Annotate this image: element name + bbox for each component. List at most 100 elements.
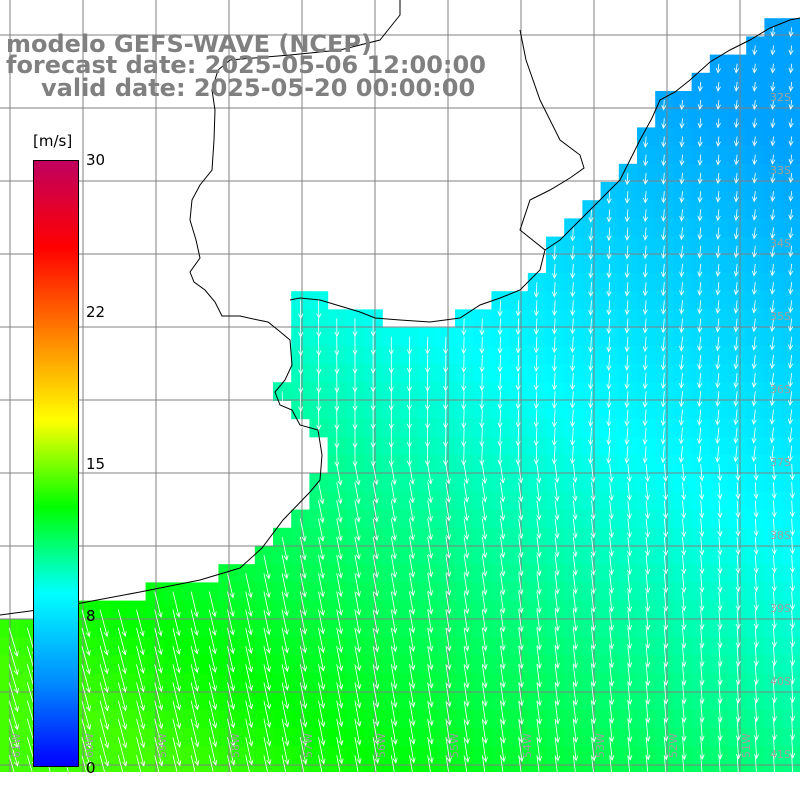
wind-arrow xyxy=(642,409,648,427)
wind-arrow xyxy=(679,227,685,241)
wind-arrow xyxy=(645,627,651,650)
latitude-label: 38S xyxy=(770,529,791,542)
wind-speed-cell xyxy=(509,764,529,772)
wind-arrow xyxy=(770,227,776,240)
wind-arrow xyxy=(227,664,235,692)
wind-arrow xyxy=(660,354,666,371)
wind-arrow xyxy=(751,409,757,426)
wind-arrow xyxy=(424,373,431,392)
wind-arrow xyxy=(227,646,235,673)
wind-arrow xyxy=(697,118,703,129)
wind-arrow xyxy=(715,336,721,352)
wind-arrow xyxy=(390,536,397,560)
wind-speed-cell xyxy=(527,764,547,772)
wind-arrow xyxy=(770,27,776,38)
wind-arrow xyxy=(372,536,379,560)
wind-arrow xyxy=(624,354,630,371)
wind-arrow xyxy=(461,427,467,448)
wind-arrow xyxy=(388,336,394,356)
wind-arrow xyxy=(715,300,721,315)
wind-arrow xyxy=(735,482,741,500)
wind-arrow xyxy=(390,646,398,671)
wind-arrow xyxy=(679,318,685,334)
wind-arrow xyxy=(281,664,290,691)
wind-arrow xyxy=(717,664,723,686)
wind-arrow xyxy=(788,354,794,369)
wind-arrow xyxy=(172,591,181,618)
wind-arrow xyxy=(697,81,703,92)
wind-arrow xyxy=(787,445,793,462)
wind-arrow xyxy=(554,646,560,669)
wind-arrow xyxy=(354,664,362,690)
longitude-label: 51W xyxy=(740,733,753,758)
wind-arrow xyxy=(697,209,703,222)
wind-arrow xyxy=(590,609,596,632)
wind-arrow xyxy=(427,518,433,541)
wind-speed-cell xyxy=(0,764,19,772)
wind-arrow xyxy=(642,336,648,353)
wind-arrow xyxy=(281,609,289,635)
wind-arrow xyxy=(370,354,376,374)
wind-speed-cell xyxy=(637,764,656,772)
wind-arrow xyxy=(445,464,451,485)
wind-speed-cell xyxy=(782,709,800,729)
wind-arrow xyxy=(735,627,741,649)
wind-arrow xyxy=(679,209,685,222)
wind-arrow xyxy=(299,536,307,561)
wind-arrow xyxy=(370,336,376,356)
wind-arrow xyxy=(644,500,650,520)
wind-arrow xyxy=(771,573,777,592)
wind-arrow xyxy=(770,300,776,314)
wind-speed-cell xyxy=(273,764,292,772)
wind-arrow xyxy=(154,627,163,656)
wind-arrow xyxy=(588,209,594,223)
wind-arrow xyxy=(715,282,721,296)
wind-arrow xyxy=(771,664,777,685)
wind-speed-cell xyxy=(618,764,638,772)
wind-arrow xyxy=(715,427,721,445)
wind-arrow xyxy=(788,263,794,277)
latitude-label: 35S xyxy=(770,310,791,323)
wind-arrow xyxy=(788,209,794,221)
wind-arrow xyxy=(753,646,759,667)
wind-arrow xyxy=(336,536,343,561)
wind-arrow xyxy=(208,664,217,692)
wind-arrow xyxy=(699,664,705,686)
wind-arrow xyxy=(679,136,685,148)
wind-arrow xyxy=(679,263,685,278)
wind-arrow xyxy=(299,664,308,691)
wind-speed-cell xyxy=(54,764,74,772)
wind-arrow xyxy=(372,464,379,486)
wind-arrow xyxy=(642,245,648,260)
wind-arrow xyxy=(533,336,539,354)
wind-arrow xyxy=(753,664,759,685)
wind-arrow xyxy=(789,482,795,499)
wind-arrow xyxy=(770,100,776,111)
wind-arrow xyxy=(406,373,412,393)
wind-arrow xyxy=(572,646,578,669)
wind-arrow xyxy=(751,373,757,388)
wind-arrow xyxy=(461,373,467,392)
wind-speed-cell xyxy=(218,764,238,772)
wind-arrow xyxy=(554,482,560,502)
wind-arrow xyxy=(697,427,703,445)
wind-arrow xyxy=(606,300,612,316)
wind-arrow xyxy=(735,646,741,667)
wind-arrow xyxy=(461,409,467,429)
longitude-label: 59W xyxy=(156,733,169,758)
wind-arrow xyxy=(697,336,703,352)
wind-arrow xyxy=(533,318,539,335)
wind-speed-cell xyxy=(782,655,800,674)
wind-arrow xyxy=(318,591,325,616)
wind-arrow xyxy=(481,464,488,485)
wind-arrow xyxy=(81,645,91,675)
wind-arrow xyxy=(699,500,705,519)
wind-arrow xyxy=(751,391,757,407)
wind-arrow xyxy=(500,646,506,670)
wind-arrow xyxy=(481,591,488,614)
wind-arrow xyxy=(372,482,379,504)
latitude-label: 39S xyxy=(770,602,791,615)
wind-arrow xyxy=(481,664,488,689)
wind-arrow xyxy=(661,118,667,130)
wind-arrow xyxy=(681,500,687,519)
